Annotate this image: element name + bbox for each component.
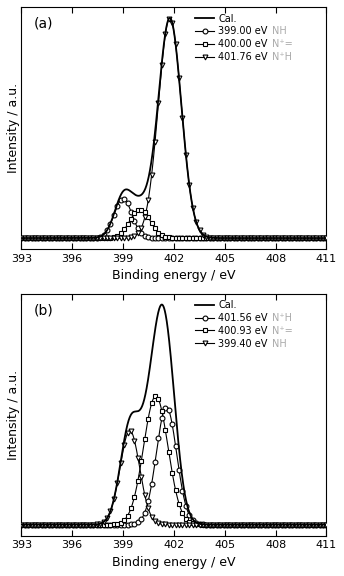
Y-axis label: Intensity / a.u.: Intensity / a.u. (7, 370, 20, 460)
Text: NH: NH (272, 26, 287, 36)
Text: (a): (a) (33, 17, 53, 31)
Text: N⁺=: N⁺= (272, 326, 292, 336)
Text: N⁺H: N⁺H (272, 52, 292, 62)
Legend: Cal., 399.00 eV, 400.00 eV, 401.76 eV: Cal., 399.00 eV, 400.00 eV, 401.76 eV (193, 12, 270, 64)
Text: NH: NH (272, 339, 287, 348)
Legend: Cal., 401.56 eV, 400.93 eV, 399.40 eV: Cal., 401.56 eV, 400.93 eV, 399.40 eV (193, 298, 270, 350)
X-axis label: Binding energy / eV: Binding energy / eV (112, 556, 236, 569)
Y-axis label: Intensity / a.u.: Intensity / a.u. (7, 83, 20, 173)
Text: (b): (b) (33, 303, 53, 317)
Text: N⁺H: N⁺H (272, 313, 292, 323)
X-axis label: Binding energy / eV: Binding energy / eV (112, 270, 236, 282)
Text: N⁺=: N⁺= (272, 39, 292, 49)
